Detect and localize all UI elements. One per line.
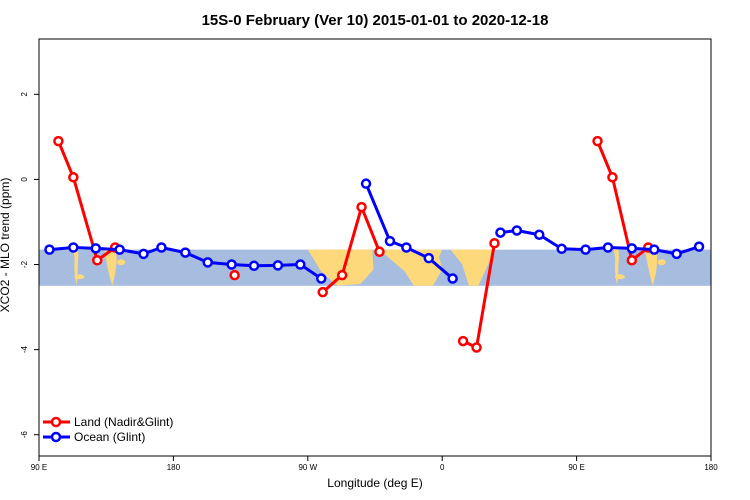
- data-point-ocean: [272, 260, 284, 271]
- data-point-land: [489, 237, 500, 249]
- y-tick-label: -2: [20, 260, 29, 268]
- land-atlantic-edge: [450, 249, 495, 286]
- land-australia-1: [644, 249, 658, 286]
- data-point-ocean: [693, 241, 705, 252]
- data-point-ocean: [114, 244, 125, 255]
- map-background-band: [39, 249, 711, 286]
- land-australia-0: [104, 249, 117, 286]
- data-point-ocean: [138, 248, 149, 260]
- data-point-ocean: [671, 248, 682, 260]
- data-point-land: [91, 255, 103, 266]
- data-point-land: [457, 335, 469, 347]
- x-tick-label: 180: [167, 463, 181, 472]
- data-point-ocean: [180, 247, 191, 258]
- data-point-ocean: [649, 244, 660, 255]
- x-tick-label: 90 W: [298, 463, 317, 472]
- series-line-land: [57, 140, 117, 262]
- data-point-land: [471, 342, 482, 353]
- plot-border: [38, 38, 712, 457]
- data-point-ocean: [384, 235, 396, 247]
- x-axis-label: Longitude (deg E): [327, 476, 422, 490]
- data-point-ocean: [423, 252, 435, 264]
- legend-marker-ocean: [50, 431, 62, 443]
- legend-marker-land: [50, 416, 62, 428]
- data-point-land: [626, 255, 638, 266]
- data-point-ocean: [295, 259, 306, 270]
- data-point-ocean: [602, 242, 614, 253]
- y-axis-ticks: -6 -4 -2 0 2: [20, 92, 39, 439]
- land-south-america: [307, 249, 374, 286]
- y-tick-label: -6: [20, 431, 29, 439]
- data-point-land: [317, 286, 328, 298]
- data-point-ocean: [580, 244, 591, 255]
- data-point-ocean: [556, 243, 567, 255]
- data-point-ocean: [495, 227, 506, 238]
- data-point-ocean: [511, 225, 523, 236]
- series-line-land: [596, 140, 650, 262]
- y-axis-label: XCO2 - MLO trend (ppm): [0, 178, 12, 313]
- data-point-ocean: [401, 242, 412, 253]
- data-point-ocean: [534, 229, 545, 240]
- x-axis-ticks: 90 E 180 90 W 0 90 E 180: [31, 456, 718, 472]
- data-point-ocean: [626, 243, 638, 254]
- map-ocean: [39, 249, 711, 286]
- series-ocean: [44, 178, 705, 284]
- land-java-0: [74, 274, 85, 280]
- data-point-ocean: [202, 257, 213, 268]
- x-tick-label: 0: [440, 463, 445, 472]
- data-point-land: [374, 246, 385, 258]
- plot-frame: [38, 38, 712, 457]
- y-tick-label: -4: [20, 346, 29, 354]
- data-point-land: [68, 172, 79, 183]
- legend-label-land: Land (Nadir&Glint): [74, 415, 173, 429]
- data-point-ocean: [360, 178, 372, 189]
- data-point-ocean: [447, 273, 458, 284]
- data-point-ocean: [315, 273, 327, 284]
- data-point-ocean: [90, 243, 101, 254]
- legend: Land (Nadir&Glint) Ocean (Glint): [43, 415, 173, 444]
- x-tick-label: 90 E: [31, 463, 47, 472]
- data-point-ocean: [44, 244, 55, 255]
- data-point-land: [607, 172, 618, 183]
- data-point-land: [53, 135, 64, 147]
- series-line-ocean: [500, 228, 700, 256]
- data-point-ocean: [226, 259, 237, 270]
- x-tick-label: 180: [704, 463, 718, 472]
- land-new-guinea-0: [117, 259, 126, 266]
- y-tick-label: 2: [20, 92, 29, 97]
- land-java-1: [614, 274, 625, 280]
- land-new-guinea-1: [657, 259, 666, 266]
- data-point-land: [229, 269, 240, 281]
- legend-label-ocean: Ocean (Glint): [74, 430, 145, 444]
- chart-title: 15S-0 February (Ver 10) 2015-01-01 to 20…: [202, 12, 549, 29]
- data-point-ocean: [68, 242, 79, 253]
- data-point-land: [336, 269, 348, 281]
- y-tick-label: 0: [20, 177, 29, 182]
- data-point-ocean: [156, 242, 167, 253]
- x-tick-label: 90 E: [568, 463, 584, 472]
- data-point-ocean: [248, 260, 260, 272]
- data-point-land: [356, 201, 367, 213]
- data-point-land: [592, 135, 603, 147]
- series-line-land: [321, 205, 381, 294]
- series-layer: [44, 135, 705, 353]
